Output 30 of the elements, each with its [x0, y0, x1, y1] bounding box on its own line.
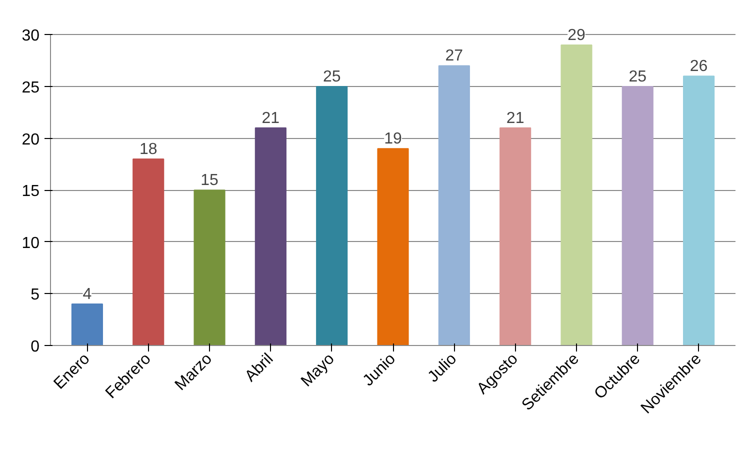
y-tick-label: 25	[22, 79, 40, 96]
data-label: 27	[445, 48, 464, 65]
data-label: 25	[628, 68, 647, 86]
data-label: 29	[568, 26, 586, 44]
bar	[316, 86, 348, 346]
bar	[500, 127, 532, 346]
data-label: 4	[82, 286, 92, 304]
bar	[71, 304, 103, 346]
bar	[560, 44, 592, 346]
y-tick-label: 5	[30, 286, 40, 304]
data-label: 19	[384, 130, 402, 148]
data-label: 21	[506, 110, 524, 127]
x-tick-label: Julio	[424, 350, 460, 386]
y-tick-label: 15	[22, 183, 40, 200]
y-tick-label: 0	[30, 338, 40, 356]
y-tick-label: 20	[22, 131, 40, 148]
bar	[194, 190, 226, 346]
y-tick-label: 10	[22, 234, 40, 252]
y-tick-label: 30	[22, 28, 40, 45]
bar	[683, 76, 715, 346]
data-label: 15	[200, 172, 219, 190]
bar	[254, 127, 286, 346]
data-label: 21	[262, 110, 280, 127]
bar	[438, 65, 470, 346]
bar	[622, 86, 654, 346]
data-label: 18	[139, 140, 158, 158]
data-label: 25	[322, 68, 341, 86]
data-label: 26	[690, 58, 708, 76]
bar	[377, 148, 409, 346]
bar	[132, 158, 164, 346]
